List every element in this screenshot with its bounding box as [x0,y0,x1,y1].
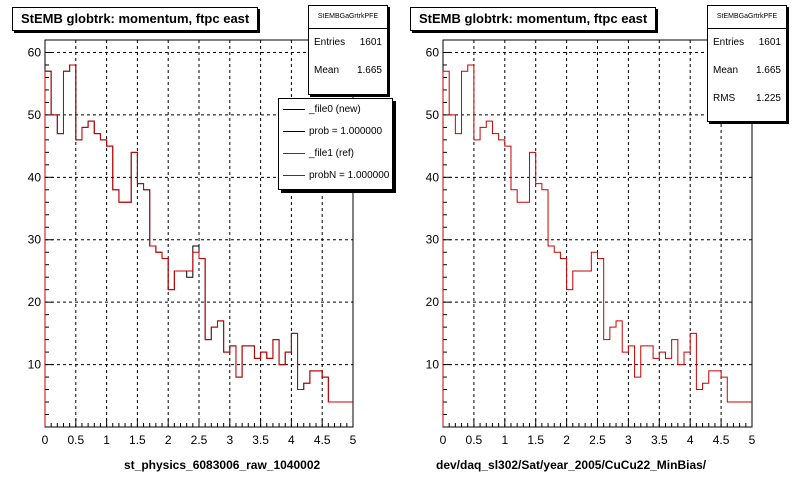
chart-panel-0: 0 0.5 1 1.5 2 2.5 3 3.5 4 4.5 5 10 20 30 40 50 60 [28,39,357,447]
y-tick-label: 60 [426,45,440,59]
series-line-histogram [442,64,752,427]
x-tick-label: 4 [687,433,694,447]
x-tick-label: 2.5 [191,433,208,447]
x-axis-label: st_physics_6083006_raw_1040002 [124,458,321,472]
x-tick-label: 5 [749,433,756,447]
x-tick-label: 4.5 [713,433,730,447]
legend-entry-new: _file0 (new) [279,99,392,121]
stats-box: StEMBGaGrtrkPFE Entries 1601 Mean 1.665 [308,5,388,95]
x-tick-label: 1 [501,433,508,447]
y-tick-label: 40 [28,170,42,184]
y-tick-label: 30 [28,233,42,247]
x-tick-label: 3.5 [252,433,269,447]
x-tick-label: 3 [625,433,632,447]
stats-header: StEMBGaGrtrkPFE [309,6,387,29]
chart-panel-1: 0 0.5 1 1.5 2 2.5 3 3.5 4 4.5 5 10 20 30 40 50 60 [426,39,756,447]
chart-title: StEMB globtrk: momentum, ftpc east [410,7,657,31]
x-tick-label: 1 [103,433,110,447]
x-tick-label: 0 [440,433,447,447]
stats-mean: Mean 1.665 [713,65,781,76]
x-tick-label: 4.5 [314,433,331,447]
legend-entry-ref: _file1 (ref) [279,143,392,165]
x-tick-label: 3.5 [651,433,668,447]
stats-mean: Mean 1.665 [314,65,382,76]
y-tick-label: 10 [426,358,440,372]
x-axis-label: dev/daq_sl302/Sat/year_2005/CuCu22_MinBi… [436,458,707,472]
stats-entries: Entries 1601 [314,37,382,48]
legend-entry-prob: prob = 1.000000 [279,121,392,143]
stats-entries: Entries 1601 [713,37,781,48]
y-tick-label: 50 [426,108,440,122]
y-tick-label: 50 [28,108,42,122]
legend: _file0 (new) prob = 1.000000 _file1 (ref… [278,98,393,190]
x-tick-label: 5 [350,433,357,447]
chart-title: StEMB globtrk: momentum, ftpc east [12,7,259,31]
y-tick-label: 20 [28,295,42,309]
x-tick-label: 2 [165,433,172,447]
y-tick-label: 30 [426,233,440,247]
y-tick-label: 10 [28,358,42,372]
x-tick-label: 2 [563,433,570,447]
x-tick-label: 0 [42,433,49,447]
y-tick-label: 60 [28,45,42,59]
series-line--file1-ref- [44,64,353,427]
x-tick-label: 1.5 [129,433,146,447]
stats-rms: RMS 1.225 [713,93,781,104]
x-tick-label: 3 [226,433,233,447]
x-tick-label: 1.5 [527,433,544,447]
x-tick-label: 4 [288,433,295,447]
x-tick-label: 0.5 [466,433,483,447]
y-tick-label: 40 [426,170,440,184]
y-tick-label: 20 [426,295,440,309]
legend-entry-probn: probN = 1.000000 [279,165,392,187]
stats-box: StEMBGaGrtrkPFE Entries 1601 Mean 1.665 RM… [707,5,787,122]
x-tick-label: 2.5 [589,433,606,447]
stats-header: StEMBGaGrtrkPFE [708,6,786,29]
x-tick-label: 0.5 [67,433,84,447]
